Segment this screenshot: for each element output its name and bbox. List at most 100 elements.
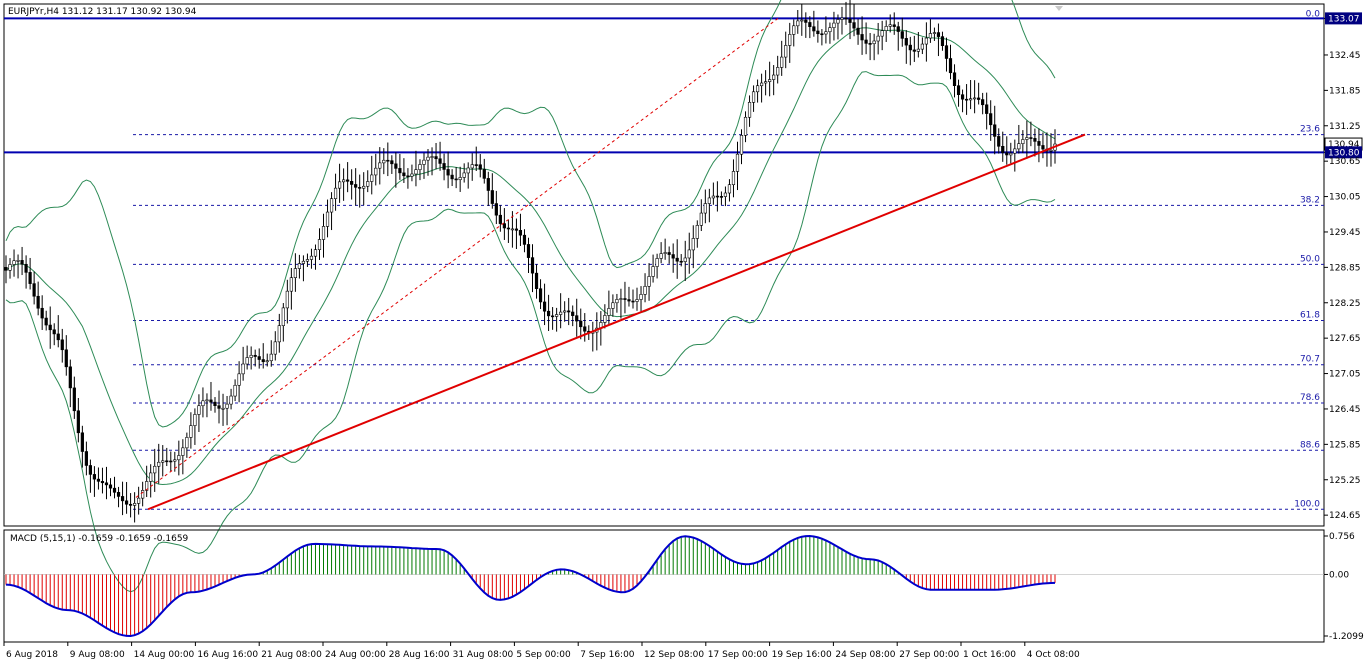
candle-body xyxy=(1021,139,1025,144)
macd-tick-label: 0.00 xyxy=(1329,570,1349,580)
candle-body xyxy=(486,178,490,191)
price-tick-label: 125.85 xyxy=(1329,440,1361,450)
chart-title: EURJPYr,H4 131.12 131.17 130.92 130.94 xyxy=(8,7,197,17)
candle-body xyxy=(1049,149,1053,152)
candle-body xyxy=(860,34,864,41)
fib-level-label: 50.0 xyxy=(1300,254,1320,264)
fib-level-label: 0.0 xyxy=(1306,9,1321,19)
candle-body xyxy=(233,384,237,397)
candle-body xyxy=(603,315,607,323)
candle-body xyxy=(908,44,912,51)
candle-body xyxy=(784,45,788,58)
candle-body xyxy=(333,187,338,199)
candle-body xyxy=(24,263,28,273)
candle-body xyxy=(498,214,502,224)
candle-body xyxy=(478,164,482,170)
candle-body xyxy=(426,156,430,161)
candle-body xyxy=(124,500,129,505)
candle-body xyxy=(993,124,997,137)
candle-body xyxy=(768,79,772,82)
price-tick-label: 132.45 xyxy=(1329,51,1361,61)
candle-body xyxy=(342,179,346,183)
price-pane[interactable]: 133.07132.45131.85131.25130.94130.80130.… xyxy=(3,0,1363,593)
candle-body xyxy=(635,299,639,302)
candle-body xyxy=(940,36,945,46)
candle-body xyxy=(161,460,165,463)
candle-body xyxy=(145,481,149,491)
candle-body xyxy=(924,37,928,45)
candle-body xyxy=(141,490,145,499)
candle-body xyxy=(482,169,486,179)
candle-body xyxy=(1013,148,1017,154)
candle-body xyxy=(289,277,293,292)
candle-body xyxy=(32,283,36,297)
candle-body xyxy=(884,26,888,31)
candle-body xyxy=(490,190,494,204)
candle-body xyxy=(820,33,824,36)
candle-body xyxy=(309,255,314,260)
time-tick-label: 28 Aug 16:00 xyxy=(389,650,450,660)
candle-body xyxy=(137,497,141,504)
candle-body xyxy=(796,20,800,27)
candle-body xyxy=(551,315,555,318)
candle-body xyxy=(896,26,900,32)
candle-body xyxy=(329,198,334,213)
time-axis: 6 Aug 2018 9 Aug 08:00 14 Aug 00:00 16 Aug … xyxy=(3,642,1080,660)
candle-body xyxy=(836,19,840,24)
price-label-box xyxy=(1325,146,1362,159)
price-tick-label: 130.05 xyxy=(1329,193,1361,203)
macd-signal-line xyxy=(5,534,1056,638)
price-tick-label: 130.65 xyxy=(1329,157,1361,167)
channel-line xyxy=(135,17,779,498)
candle-body xyxy=(80,432,84,452)
candle-body xyxy=(960,94,965,100)
candle-body xyxy=(711,195,715,199)
candle-body xyxy=(273,341,277,355)
price-label: 133.07 xyxy=(1328,14,1360,24)
candle-body xyxy=(52,329,56,335)
candle-body xyxy=(92,474,97,480)
candle-body xyxy=(249,354,253,358)
candle-body xyxy=(20,260,24,265)
time-tick-label: 12 Sep 08:00 xyxy=(644,650,704,660)
candle-body xyxy=(534,272,539,290)
candle-body xyxy=(442,163,446,170)
candle-body xyxy=(1033,138,1037,142)
price-tick-label: 127.05 xyxy=(1329,370,1361,380)
candle-body xyxy=(36,295,40,309)
candle-body xyxy=(494,203,498,216)
candle-body xyxy=(800,19,804,22)
candle-body xyxy=(956,85,961,96)
candle-body xyxy=(944,45,949,59)
candle-body xyxy=(506,227,510,230)
candle-body xyxy=(221,407,225,410)
candle-body xyxy=(72,387,76,412)
candle-body xyxy=(229,395,233,405)
fib-level-label: 88.6 xyxy=(1300,440,1320,450)
candle-body xyxy=(904,38,908,46)
candle-body xyxy=(370,174,374,182)
candle-body xyxy=(715,195,719,198)
candle-body xyxy=(868,43,872,45)
fib-level-label: 38.2 xyxy=(1300,195,1320,205)
candle-body xyxy=(876,35,880,42)
candle-body xyxy=(647,276,651,287)
candle-body xyxy=(663,252,667,254)
candle-body xyxy=(394,163,398,169)
candle-body xyxy=(108,484,113,489)
macd-frame xyxy=(3,529,1325,643)
candle-body xyxy=(350,181,354,185)
time-tick-label: 24 Sep 08:00 xyxy=(835,650,895,660)
candle-body xyxy=(989,113,993,126)
candle-body xyxy=(177,455,181,461)
candle-body xyxy=(675,257,679,262)
bollinger-band-up xyxy=(5,0,1056,428)
candle-body xyxy=(832,22,836,28)
candle-body xyxy=(1029,137,1033,139)
candle-body xyxy=(655,258,659,267)
candle-body xyxy=(583,326,587,332)
macd-pane[interactable]: 0.756 0.00 -1.2099 xyxy=(3,529,1364,643)
candle-body xyxy=(257,356,261,360)
